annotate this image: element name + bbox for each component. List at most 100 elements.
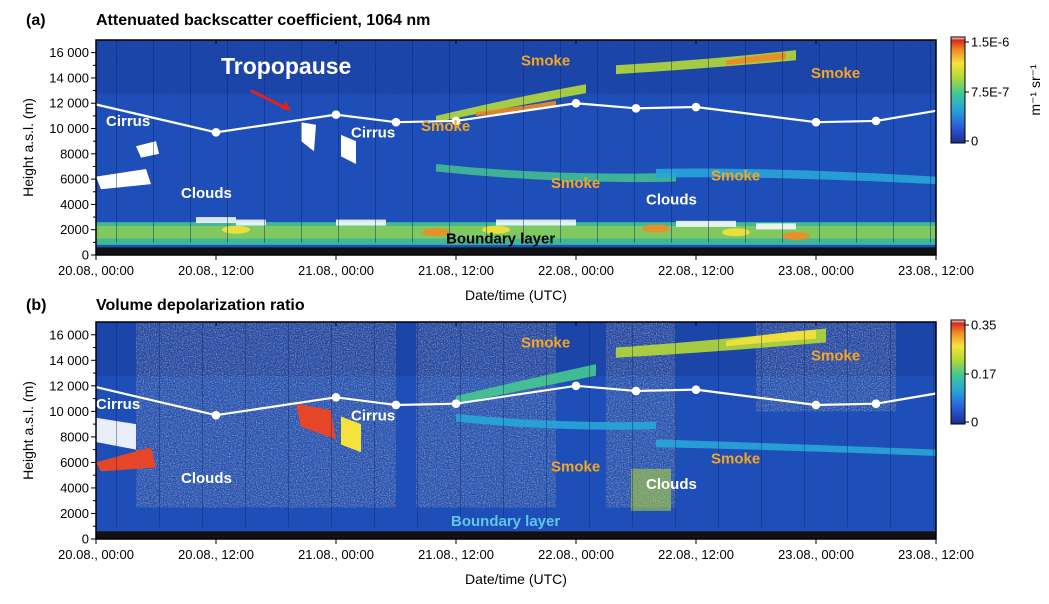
cirrus-blob xyxy=(136,141,159,158)
noise-speckle xyxy=(416,322,556,508)
data-gap-streak xyxy=(153,40,154,243)
x-tick-label: 23.08., 12:00 xyxy=(898,263,974,278)
tropopause-point xyxy=(451,116,461,126)
data-gap-streak xyxy=(671,40,672,243)
y-tick-label: 10 000 xyxy=(49,121,89,136)
x-tick-label: 23.08., 00:00 xyxy=(778,547,854,562)
data-gap-streak xyxy=(264,40,265,243)
panel-title: Attenuated backscatter coefficient, 1064… xyxy=(96,12,430,29)
boundary-hotspot xyxy=(222,225,250,234)
tropopause-point xyxy=(811,117,821,127)
ground-strip xyxy=(96,247,936,255)
tropopause-point xyxy=(331,393,341,402)
cloud-mark xyxy=(336,219,386,226)
y-tick-label: 12 000 xyxy=(49,378,89,393)
annotation-label: Cirrus xyxy=(351,407,395,424)
plot-frame xyxy=(95,321,937,540)
tropopause-point xyxy=(211,128,221,137)
colorbar-tick-label: 0.17 xyxy=(971,367,996,382)
boundary-hotspot xyxy=(482,225,510,234)
x-tick-label: 23.08., 00:00 xyxy=(778,263,854,278)
cloud-mark xyxy=(496,219,576,226)
x-tick-label: 22.08., 12:00 xyxy=(658,547,734,562)
smoke-layer xyxy=(456,364,596,404)
annotation-label: Clouds xyxy=(181,185,232,202)
data-gap-streak xyxy=(159,322,160,527)
annotation-label: Boundary layer xyxy=(451,513,560,530)
x-tick-label: 21.08., 12:00 xyxy=(418,547,494,562)
data-gap-streak xyxy=(819,40,820,243)
cirrus-blob xyxy=(301,122,316,152)
y-tick-label: 12 000 xyxy=(49,96,89,111)
y-tick-label: 14 000 xyxy=(49,70,89,85)
annotation-label: Smoke xyxy=(811,347,860,364)
tropopause-arrow-head xyxy=(281,100,291,111)
data-gap-streak xyxy=(675,322,676,527)
data-gap-streak xyxy=(301,40,302,243)
y-tick-label: 2000 xyxy=(60,222,89,237)
annotation-label: Cirrus xyxy=(106,113,150,130)
colorbar-tick-label: 1.5E-6 xyxy=(971,35,1009,50)
y-tick-label: 16 000 xyxy=(49,327,89,342)
y-tick-label: 0 xyxy=(82,532,89,547)
data-gap-streak xyxy=(933,322,934,527)
data-gap-streak xyxy=(708,40,709,243)
annotation-label: Smoke xyxy=(521,52,570,69)
tropopause-point xyxy=(331,110,341,119)
annotation-label: Clouds xyxy=(181,470,232,487)
data-gap-streak xyxy=(597,40,598,243)
x-tick-label: 22.08., 00:00 xyxy=(538,263,614,278)
ground-strip xyxy=(96,531,936,539)
tropopause-point xyxy=(391,117,401,127)
data-gap-streak xyxy=(116,322,117,527)
y-tick-label: 4000 xyxy=(60,197,89,212)
smoke-layer xyxy=(656,168,936,185)
annotation-label: Smoke xyxy=(711,167,760,184)
smoke-layer xyxy=(476,100,556,116)
x-tick-label: 21.08., 00:00 xyxy=(298,263,374,278)
tropopause-point xyxy=(631,103,641,113)
x-tick-label: 22.08., 00:00 xyxy=(538,547,614,562)
colorbar-tick-label: 0 xyxy=(971,415,978,430)
data-gap-streak xyxy=(412,40,413,243)
colorbar-tick-label: 0.35 xyxy=(971,318,996,333)
annotation-label: Smoke xyxy=(421,118,470,135)
data-gap-streak xyxy=(546,322,547,527)
cirrus-blob xyxy=(341,416,361,453)
colorbar-tick-label: 0 xyxy=(971,134,978,149)
y-tick-label: 6000 xyxy=(60,455,89,470)
y-tick-label: 6000 xyxy=(60,172,89,187)
boundary-hotspot xyxy=(722,228,750,237)
cirrus-blob xyxy=(96,447,156,472)
data-gap-streak xyxy=(890,322,891,527)
data-gap-streak xyxy=(331,322,332,527)
boundary-hotspot xyxy=(782,232,810,241)
data-gap-streak xyxy=(718,322,719,527)
cloud-mark xyxy=(196,217,236,224)
x-tick-label: 21.08., 12:00 xyxy=(418,263,494,278)
data-gap-streak xyxy=(202,322,203,527)
annotation-label: Smoke xyxy=(711,451,760,468)
cirrus-blob xyxy=(96,169,151,190)
data-gap-streak xyxy=(375,40,376,243)
data-gap-streak xyxy=(560,40,561,243)
colorbar xyxy=(950,36,966,144)
data-gap-streak xyxy=(589,322,590,527)
data-gap-streak xyxy=(245,322,246,527)
data-gap-streak xyxy=(227,40,228,243)
panel-label: (a) xyxy=(26,12,46,29)
annotation-label: Smoke xyxy=(521,335,570,352)
y-tick-label: 10 000 xyxy=(49,404,89,419)
tropopause-point xyxy=(871,116,881,126)
data-gap-streak xyxy=(632,322,633,527)
data-gap-streak xyxy=(804,322,805,527)
annotation-label: Cirrus xyxy=(96,396,140,413)
smoke-layer xyxy=(436,163,676,183)
data-gap-streak xyxy=(847,322,848,527)
smoke-layer xyxy=(436,84,586,123)
annotation-label: Clouds xyxy=(646,191,697,208)
y-tick-label: 14 000 xyxy=(49,353,89,368)
tropopause-point xyxy=(871,399,881,408)
panel-title: Volume depolarization ratio xyxy=(96,297,305,314)
x-axis-label: Date/time (UTC) xyxy=(465,287,567,303)
